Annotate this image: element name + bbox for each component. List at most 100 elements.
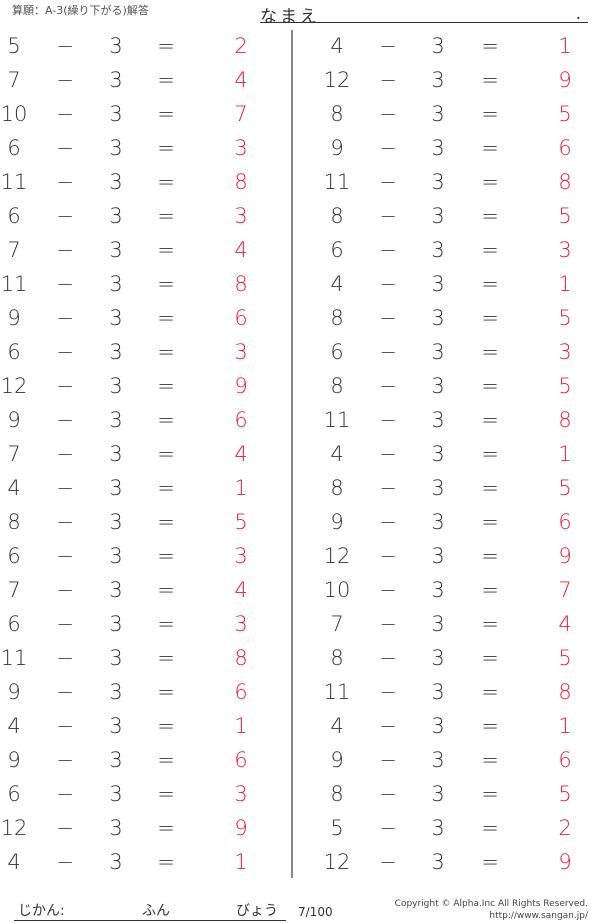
- minuend: 6: [7, 204, 21, 228]
- equals-sign: =: [481, 748, 499, 772]
- subtrahend: 3: [109, 646, 123, 670]
- equals-sign: =: [481, 170, 499, 194]
- minuend: 9: [7, 680, 21, 704]
- minuend: 4: [330, 34, 344, 58]
- subtrahend: 3: [431, 136, 445, 160]
- subtrahend: 3: [431, 34, 445, 58]
- minus-sign: −: [56, 510, 74, 534]
- equals-sign: =: [157, 782, 175, 806]
- minuend: 8: [7, 510, 21, 534]
- answer: 4: [234, 238, 248, 262]
- equals-sign: =: [157, 204, 175, 228]
- minus-sign: −: [56, 578, 74, 602]
- subtrahend: 3: [109, 782, 123, 806]
- problem-row: 9 − 3 = 6: [0, 133, 600, 163]
- equals-sign: =: [157, 680, 175, 704]
- page-number: 7/100: [298, 905, 333, 919]
- answer: 1: [558, 714, 572, 738]
- answer: 6: [558, 510, 572, 534]
- minutes-label: ふん: [142, 903, 170, 919]
- minus-sign: −: [379, 170, 397, 194]
- minus-sign: −: [379, 850, 397, 874]
- minuend: 8: [330, 782, 344, 806]
- problem-row: 12 − 3 = 9: [0, 65, 600, 95]
- minuend: 5: [330, 816, 344, 840]
- answer: 7: [558, 578, 572, 602]
- problem-row: 8 − 3 = 5: [0, 507, 600, 537]
- problem-row: 4 − 3 = 1: [0, 711, 600, 741]
- subtrahend: 3: [109, 408, 123, 432]
- subtrahend: 3: [431, 510, 445, 534]
- equals-sign: =: [481, 238, 499, 262]
- equals-sign: =: [157, 136, 175, 160]
- subtrahend: 3: [431, 102, 445, 126]
- minuend: 8: [330, 306, 344, 330]
- answer: 8: [558, 170, 572, 194]
- problem-row: 12 − 3 = 9: [0, 813, 600, 843]
- problem-row: 7 − 3 = 4: [0, 609, 600, 639]
- minuend: 12: [323, 68, 351, 92]
- equals-sign: =: [157, 374, 175, 398]
- minus-sign: −: [379, 238, 397, 262]
- minuend: 9: [330, 748, 344, 772]
- subtrahend: 3: [431, 816, 445, 840]
- answer: 8: [234, 646, 248, 670]
- equals-sign: =: [481, 544, 499, 568]
- subtrahend: 3: [109, 850, 123, 874]
- equals-sign: =: [481, 340, 499, 364]
- equals-sign: =: [481, 306, 499, 330]
- minus-sign: −: [379, 204, 397, 228]
- minus-sign: −: [56, 544, 74, 568]
- subtrahend: 3: [109, 544, 123, 568]
- minus-sign: −: [56, 306, 74, 330]
- minus-sign: −: [56, 272, 74, 296]
- minuend: 7: [7, 442, 21, 466]
- problem-row: 12 − 3 = 9: [0, 541, 600, 571]
- subtrahend: 3: [431, 204, 445, 228]
- minuend: 11: [323, 408, 351, 432]
- subtrahend: 3: [109, 136, 123, 160]
- minuend: 6: [7, 544, 21, 568]
- answer: 6: [234, 748, 248, 772]
- subtrahend: 3: [431, 646, 445, 670]
- copyright-text: Copyright © Alpha.Inc All Rights Reserve…: [394, 899, 588, 909]
- minuend: 7: [7, 238, 21, 262]
- problem-row: 11 − 3 = 8: [0, 269, 600, 299]
- answer: 9: [558, 544, 572, 568]
- problem-row: 4 − 3 = 1: [0, 439, 600, 469]
- subtrahend: 3: [431, 442, 445, 466]
- time-line: じかん: ふん びょう: [14, 900, 286, 921]
- equals-sign: =: [157, 102, 175, 126]
- problem-row: 11 − 3 = 8: [0, 167, 600, 197]
- minuend: 4: [330, 714, 344, 738]
- minus-sign: −: [56, 102, 74, 126]
- minuend: 11: [0, 646, 28, 670]
- problem-row: 6 − 3 = 3: [0, 201, 600, 231]
- copyright: Copyright © Alpha.Inc All Rights Reserve…: [395, 898, 588, 922]
- minuend: 9: [330, 510, 344, 534]
- problem-row: 6 − 3 = 3: [0, 609, 600, 639]
- equals-sign: =: [481, 204, 499, 228]
- equals-sign: =: [481, 578, 499, 602]
- minuend: 12: [0, 374, 28, 398]
- answer: 9: [234, 374, 248, 398]
- subtrahend: 3: [431, 748, 445, 772]
- answer: 1: [234, 476, 248, 500]
- minus-sign: −: [56, 680, 74, 704]
- subtrahend: 3: [109, 340, 123, 364]
- equals-sign: =: [157, 816, 175, 840]
- time-label: じかん:: [18, 903, 65, 919]
- minuend: 4: [330, 442, 344, 466]
- minuend: 7: [330, 612, 344, 636]
- answer: 3: [234, 136, 248, 160]
- subtrahend: 3: [431, 782, 445, 806]
- problem-row: 10 − 3 = 7: [0, 575, 600, 605]
- minus-sign: −: [379, 374, 397, 398]
- subtrahend: 3: [431, 68, 445, 92]
- answer: 5: [558, 476, 572, 500]
- minuend: 12: [323, 544, 351, 568]
- answer: 4: [234, 578, 248, 602]
- minus-sign: −: [379, 136, 397, 160]
- worksheet-title: 算願：A-3(繰り下がる)解答: [12, 4, 149, 17]
- minus-sign: −: [379, 544, 397, 568]
